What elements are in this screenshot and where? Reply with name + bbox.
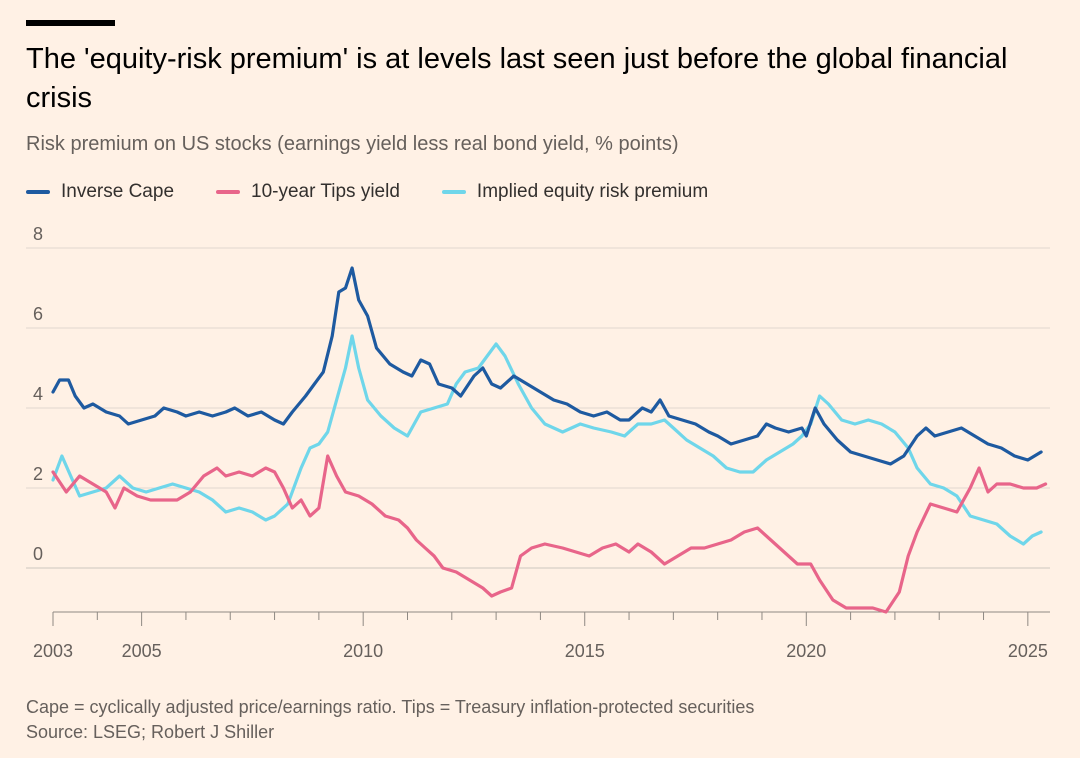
line-chart: 0 2 4 6 8 2003 2005 2010 2015 2020 2025	[26, 224, 1050, 661]
footnote-source: Source: LSEG; Robert J Shiller	[26, 722, 275, 742]
series-line-10-year-tips-yield	[51, 454, 1048, 614]
y-tick-label: 8	[33, 224, 43, 244]
y-tick-label: 4	[33, 384, 43, 404]
footnote-note: Cape = cyclically adjusted price/earning…	[26, 697, 755, 717]
chart-title: The 'equity-risk premium' is at levels l…	[26, 43, 1008, 114]
series-line-implied-equity-risk-premium	[51, 334, 1043, 546]
legend-item-equity-risk-premium: Implied equity risk premium	[441, 181, 709, 203]
x-tick-label: 2025	[1008, 641, 1048, 661]
series-line-inverse-cape	[51, 266, 1043, 466]
legend-label-inverse-cape: Inverse Cape	[61, 181, 175, 202]
footnote: Cape = cyclically adjusted price/earning…	[26, 695, 754, 745]
legend-label-tips-yield: 10-year Tips yield	[251, 181, 400, 202]
x-tick-label: 2005	[122, 641, 162, 661]
x-tick-label: 2003	[33, 641, 73, 661]
chart-legend: Inverse Cape 10-year Tips yield Implied …	[26, 181, 750, 203]
x-tick-label: 2010	[343, 641, 383, 661]
legend-item-inverse-cape: Inverse Cape	[26, 181, 174, 203]
brand-top-bar	[26, 20, 115, 26]
legend-swatch-equity-risk-premium	[441, 190, 466, 194]
legend-swatch-inverse-cape	[26, 190, 50, 194]
y-tick-label: 2	[33, 464, 43, 484]
x-tick-label: 2015	[565, 641, 605, 661]
legend-item-tips-yield: 10-year Tips yield	[216, 181, 400, 203]
gridlines	[26, 247, 1050, 569]
legend-label-equity-risk-premium: Implied equity risk premium	[476, 181, 709, 202]
legend-swatch-tips-yield	[216, 190, 241, 194]
chart-subtitle: Risk premium on US stocks (earnings yiel…	[26, 133, 679, 155]
x-tick-label: 2020	[786, 641, 826, 661]
y-tick-label: 0	[33, 544, 43, 564]
y-tick-label: 6	[33, 304, 43, 324]
series-lines	[51, 266, 1048, 614]
